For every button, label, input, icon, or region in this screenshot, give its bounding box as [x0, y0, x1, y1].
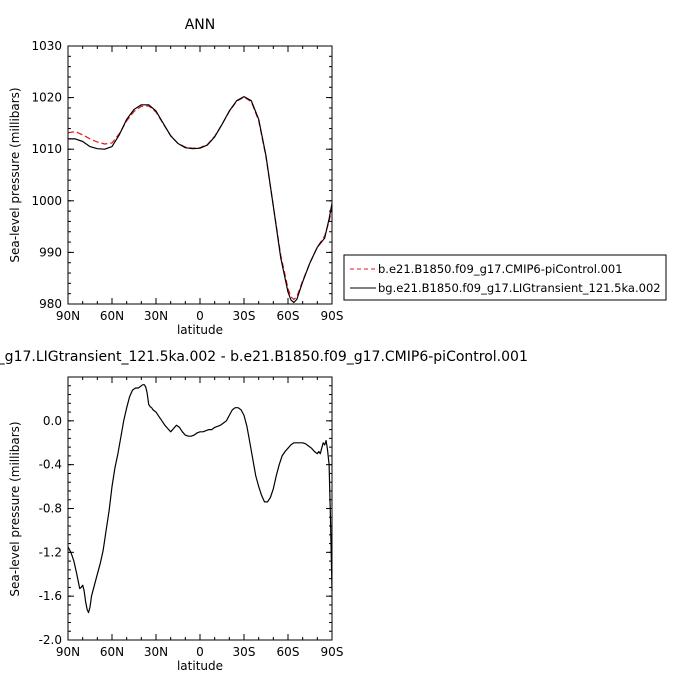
- x-tick-label: 30S: [233, 645, 256, 659]
- y-axis-title: Sea-level pressure (millibars): [8, 421, 22, 596]
- series-line-1: [68, 95, 333, 304]
- x-tick-label: 30N: [144, 309, 168, 323]
- y-tick-label: 1010: [31, 142, 62, 156]
- plot-frame: [67, 376, 333, 641]
- series-layer: [67, 95, 333, 304]
- legend-label-control: b.e21.B1850.f09_g17.CMIP6-piControl.001: [378, 262, 623, 276]
- ticks-layer: 90N 60N 30N 0 30S 60S 90S 980 990 1000 1010 1020 103…: [31, 39, 343, 337]
- series-layer: [67, 384, 333, 614]
- legend-box: [343, 254, 667, 301]
- y-tick-label: -0.4: [39, 458, 62, 472]
- y-tick-label: -1.6: [39, 589, 62, 603]
- y-tick-label: 1020: [31, 91, 62, 105]
- series-line-0: [67, 96, 333, 300]
- x-tick-label: 60N: [100, 309, 124, 323]
- difference-slp-panel: bg.e21.B1850.f09_g17.LIGtransient_121.5k…: [0, 349, 528, 673]
- x-tick-label: 90S: [321, 309, 344, 323]
- x-tick-label: 60S: [277, 309, 300, 323]
- series-line-0: [67, 384, 333, 614]
- y-tick-label: 980: [39, 297, 62, 311]
- y-tick-label: 1000: [31, 194, 62, 208]
- legend: b.e21.B1850.f09_g17.CMIP6-piControl.001 …: [343, 254, 667, 301]
- x-tick-label: 0: [196, 645, 204, 659]
- y-tick-label: -0.8: [39, 502, 62, 516]
- y-tick-label: -1.2: [39, 545, 62, 559]
- x-tick-label: 90N: [56, 309, 80, 323]
- x-tick-label: 60N: [100, 645, 124, 659]
- annual-slp-panel: ANN 90N 60N 30N 0 30S 60S 90S 980 990 1000 1010 102…: [8, 17, 667, 337]
- x-tick-label: 60S: [277, 645, 300, 659]
- y-tick-label: 0.0: [43, 414, 62, 428]
- x-tick-label: 0: [196, 309, 204, 323]
- y-tick-label: 990: [39, 245, 62, 259]
- chart-title: bg.e21.B1850.f09_g17.LIGtransient_121.5k…: [0, 349, 528, 365]
- y-axis-title: Sea-level pressure (millibars): [8, 87, 22, 262]
- ticks-layer: 90N 60N 30N 0 30S 60S 90S -2.0 -1.6 -1.2 -0.8 -0.4 0…: [39, 376, 344, 673]
- y-tick-label: -2.0: [39, 633, 62, 647]
- x-tick-label: 90S: [321, 645, 344, 659]
- x-axis-title: latitude: [177, 659, 223, 673]
- legend-label-lig: bg.e21.B1850.f09_g17.LIGtransient_121.5k…: [378, 281, 661, 295]
- plot-frame: [67, 45, 333, 305]
- x-tick-label: 30N: [144, 645, 168, 659]
- chart-title: ANN: [185, 17, 216, 33]
- x-tick-label: 30S: [233, 309, 256, 323]
- y-tick-label: 1030: [31, 39, 62, 53]
- x-tick-label: 90N: [56, 645, 80, 659]
- x-axis-title: latitude: [177, 323, 223, 337]
